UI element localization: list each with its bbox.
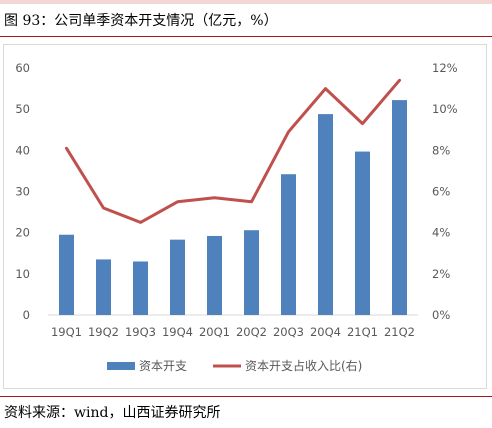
x-tick-label: 19Q3	[125, 325, 156, 339]
y-right-tick-label: 2%	[432, 267, 450, 281]
bar-19Q1	[59, 234, 74, 315]
y-right-tick-label: 10%	[432, 102, 458, 116]
x-tick-label: 19Q4	[162, 325, 193, 339]
bar-21Q2	[392, 100, 407, 315]
legend-swatch-bar	[107, 362, 135, 370]
y-right-tick-label: 0%	[432, 308, 450, 322]
y-right-tick-label: 12%	[432, 61, 458, 75]
y-right-tick-label: 4%	[432, 226, 450, 240]
x-tick-label: 19Q2	[88, 325, 119, 339]
y-left-tick-label: 10	[15, 267, 30, 281]
bar-21Q1	[355, 151, 370, 315]
bar-19Q4	[170, 239, 185, 315]
y-left-tick-label: 60	[15, 61, 30, 75]
y-left-tick-label: 30	[15, 185, 30, 199]
x-tick-label: 21Q1	[347, 325, 378, 339]
bar-20Q1	[207, 235, 222, 315]
bar-20Q4	[318, 114, 333, 316]
y-left-tick-label: 20	[15, 226, 30, 240]
x-tick-label: 20Q3	[273, 325, 304, 339]
series-line-ratio	[65, 78, 401, 224]
y-left-tick-label: 40	[15, 143, 30, 157]
y-right-tick-label: 8%	[432, 143, 450, 157]
x-tick-label: 19Q1	[51, 325, 82, 339]
legend-label-line: 资本开支占收入比(右)	[245, 358, 362, 373]
title-rule	[0, 36, 492, 37]
x-tick-label: 21Q2	[384, 325, 415, 339]
y-left-tick-label: 0	[23, 308, 30, 322]
top-accent-bar	[0, 0, 492, 4]
x-tick-label: 20Q2	[236, 325, 267, 339]
x-tick-label: 20Q1	[199, 325, 230, 339]
bar-20Q3	[281, 174, 296, 315]
legend-label-bar: 资本开支	[139, 359, 187, 373]
y-left-tick-label: 50	[15, 102, 30, 116]
source-rule	[0, 396, 492, 397]
y-right-tick-label: 6%	[432, 185, 450, 199]
bar-20Q2	[244, 230, 259, 315]
bar-19Q2	[96, 259, 111, 315]
source-note: 资料来源：wind，山西证券研究所	[4, 405, 221, 421]
chart: 0 10 20 30 40 50 60 0% 2% 4% 6% 8% 10% 12% 19Q1 19Q2 19Q…	[15, 61, 458, 373]
x-tick-label: 20Q4	[310, 325, 341, 339]
figure-title: 图 93：公司单季资本开支情况（亿元，%）	[4, 13, 278, 29]
bar-19Q3	[133, 261, 148, 315]
